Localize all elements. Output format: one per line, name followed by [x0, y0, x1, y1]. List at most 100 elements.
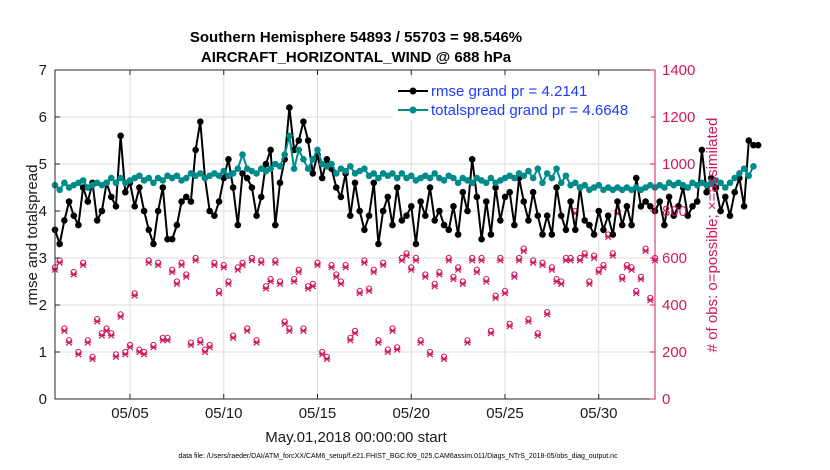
obs-assimilated-point: [145, 259, 153, 266]
x-axis-ticks: 05/05 05/10 05/15 05/20 05/25 05/30: [111, 70, 618, 422]
spread-point: [107, 174, 115, 182]
obs-assimilated-point: [567, 257, 574, 264]
rmse-point: [389, 221, 396, 229]
rmse-point: [750, 141, 757, 149]
obs-assimilated-point: [309, 282, 317, 290]
rmse-point: [454, 231, 462, 238]
rmse-point: [487, 231, 495, 238]
spread-point: [328, 160, 335, 168]
rmse-point: [145, 226, 153, 234]
obs-assimilated-point: [234, 266, 242, 274]
obs-assimilated-point: [506, 322, 514, 330]
obs-assimilated-point: [248, 257, 256, 264]
rmse-point: [384, 193, 392, 201]
spread-point: [543, 170, 551, 177]
spread-point: [389, 170, 396, 177]
spread-point: [361, 165, 368, 172]
rmse-point: [75, 221, 82, 229]
rmse-point: [136, 184, 143, 191]
obs-assimilated-point: [642, 247, 649, 255]
rmse-point: [403, 212, 410, 219]
legend-rmse-marker: [409, 87, 417, 95]
rmse-point: [295, 137, 303, 144]
obs-assimilated-point: [417, 339, 424, 346]
obs-assimilated-point: [323, 355, 331, 363]
obs-count-series: [51, 207, 659, 363]
obs-assimilated-point: [412, 257, 420, 264]
spread-point: [173, 172, 181, 180]
spread-point: [117, 174, 124, 182]
rmse-point: [501, 193, 509, 201]
obs-assimilated-point: [637, 275, 645, 283]
rmse-point: [656, 198, 663, 205]
spread-point: [511, 174, 518, 182]
obs-assimilated-point: [473, 268, 481, 276]
rmse-point: [393, 184, 401, 191]
obs-assimilated-point: [206, 344, 214, 351]
rmse-point: [445, 226, 453, 234]
spread-point: [595, 181, 603, 189]
obs-assimilated-point: [56, 259, 64, 266]
rmse-point: [272, 221, 279, 229]
obs-assimilated-point: [548, 266, 556, 274]
spread-point: [375, 174, 382, 182]
rmse-point: [740, 203, 748, 210]
rmse-point: [712, 184, 720, 191]
x-tick-label: 05/05: [111, 405, 149, 422]
y-right-tick-label: 1200: [662, 109, 695, 126]
y-left-tick-label: 3: [39, 250, 47, 267]
rmse-point: [300, 118, 307, 125]
rmse-point: [525, 217, 532, 224]
obs-assimilated-point: [436, 271, 443, 278]
legend-box: [393, 78, 651, 120]
rmse-point: [318, 174, 326, 182]
rmse-point: [215, 198, 223, 205]
data-file-footnote: data file: /Users/raeder/DAI/ATM_forcXX/…: [178, 453, 618, 460]
rmse-point: [609, 231, 617, 238]
spread-point: [304, 165, 312, 172]
rmse-point: [379, 207, 387, 215]
spread-point: [534, 165, 542, 172]
x-axis-label: May.01,2018 00:00:00 start: [265, 429, 447, 446]
spread-point: [136, 172, 143, 180]
obs-assimilated-point: [529, 259, 537, 266]
rmse-point: [553, 184, 560, 191]
spread-point: [253, 170, 260, 177]
rmse-point: [356, 207, 363, 215]
rmse-point: [122, 188, 129, 196]
rmse-point: [520, 198, 528, 205]
rmse-point: [422, 212, 429, 219]
obs-assimilated-point: [600, 264, 607, 271]
rmse-point: [473, 193, 481, 201]
spread-point: [745, 172, 753, 180]
spread-point: [150, 179, 157, 187]
legend-spread-marker: [409, 106, 417, 114]
obs-assimilated-point: [281, 320, 289, 328]
obs-assimilated-point: [389, 327, 396, 335]
rmse-point: [567, 198, 574, 205]
spread-point: [79, 177, 87, 184]
spread-point: [562, 172, 570, 180]
rmse-point: [698, 146, 706, 154]
spread-point: [220, 167, 228, 175]
rmse-point: [112, 203, 120, 210]
rmse-point: [497, 217, 504, 224]
obs-assimilated-point: [431, 282, 439, 290]
spread-point: [112, 179, 120, 187]
rmse-point: [65, 198, 73, 205]
rmse-point: [492, 184, 499, 191]
obs-assimilated-point: [464, 339, 471, 346]
obs-assimilated-point: [487, 329, 495, 337]
obs-assimilated-point: [328, 264, 335, 271]
obs-assimilated-point: [468, 257, 476, 264]
obs-assimilated-point: [421, 273, 429, 281]
rmse-point: [684, 212, 692, 219]
obs-assimilated-point: [150, 344, 157, 351]
rmse-point: [309, 170, 317, 177]
spread-point: [267, 165, 274, 172]
obs-assimilated-point: [342, 264, 349, 271]
rmse-point: [431, 217, 438, 224]
obs-assimilated-point: [384, 348, 392, 356]
spread-point: [286, 132, 293, 140]
obs-assimilated-point: [445, 257, 453, 264]
